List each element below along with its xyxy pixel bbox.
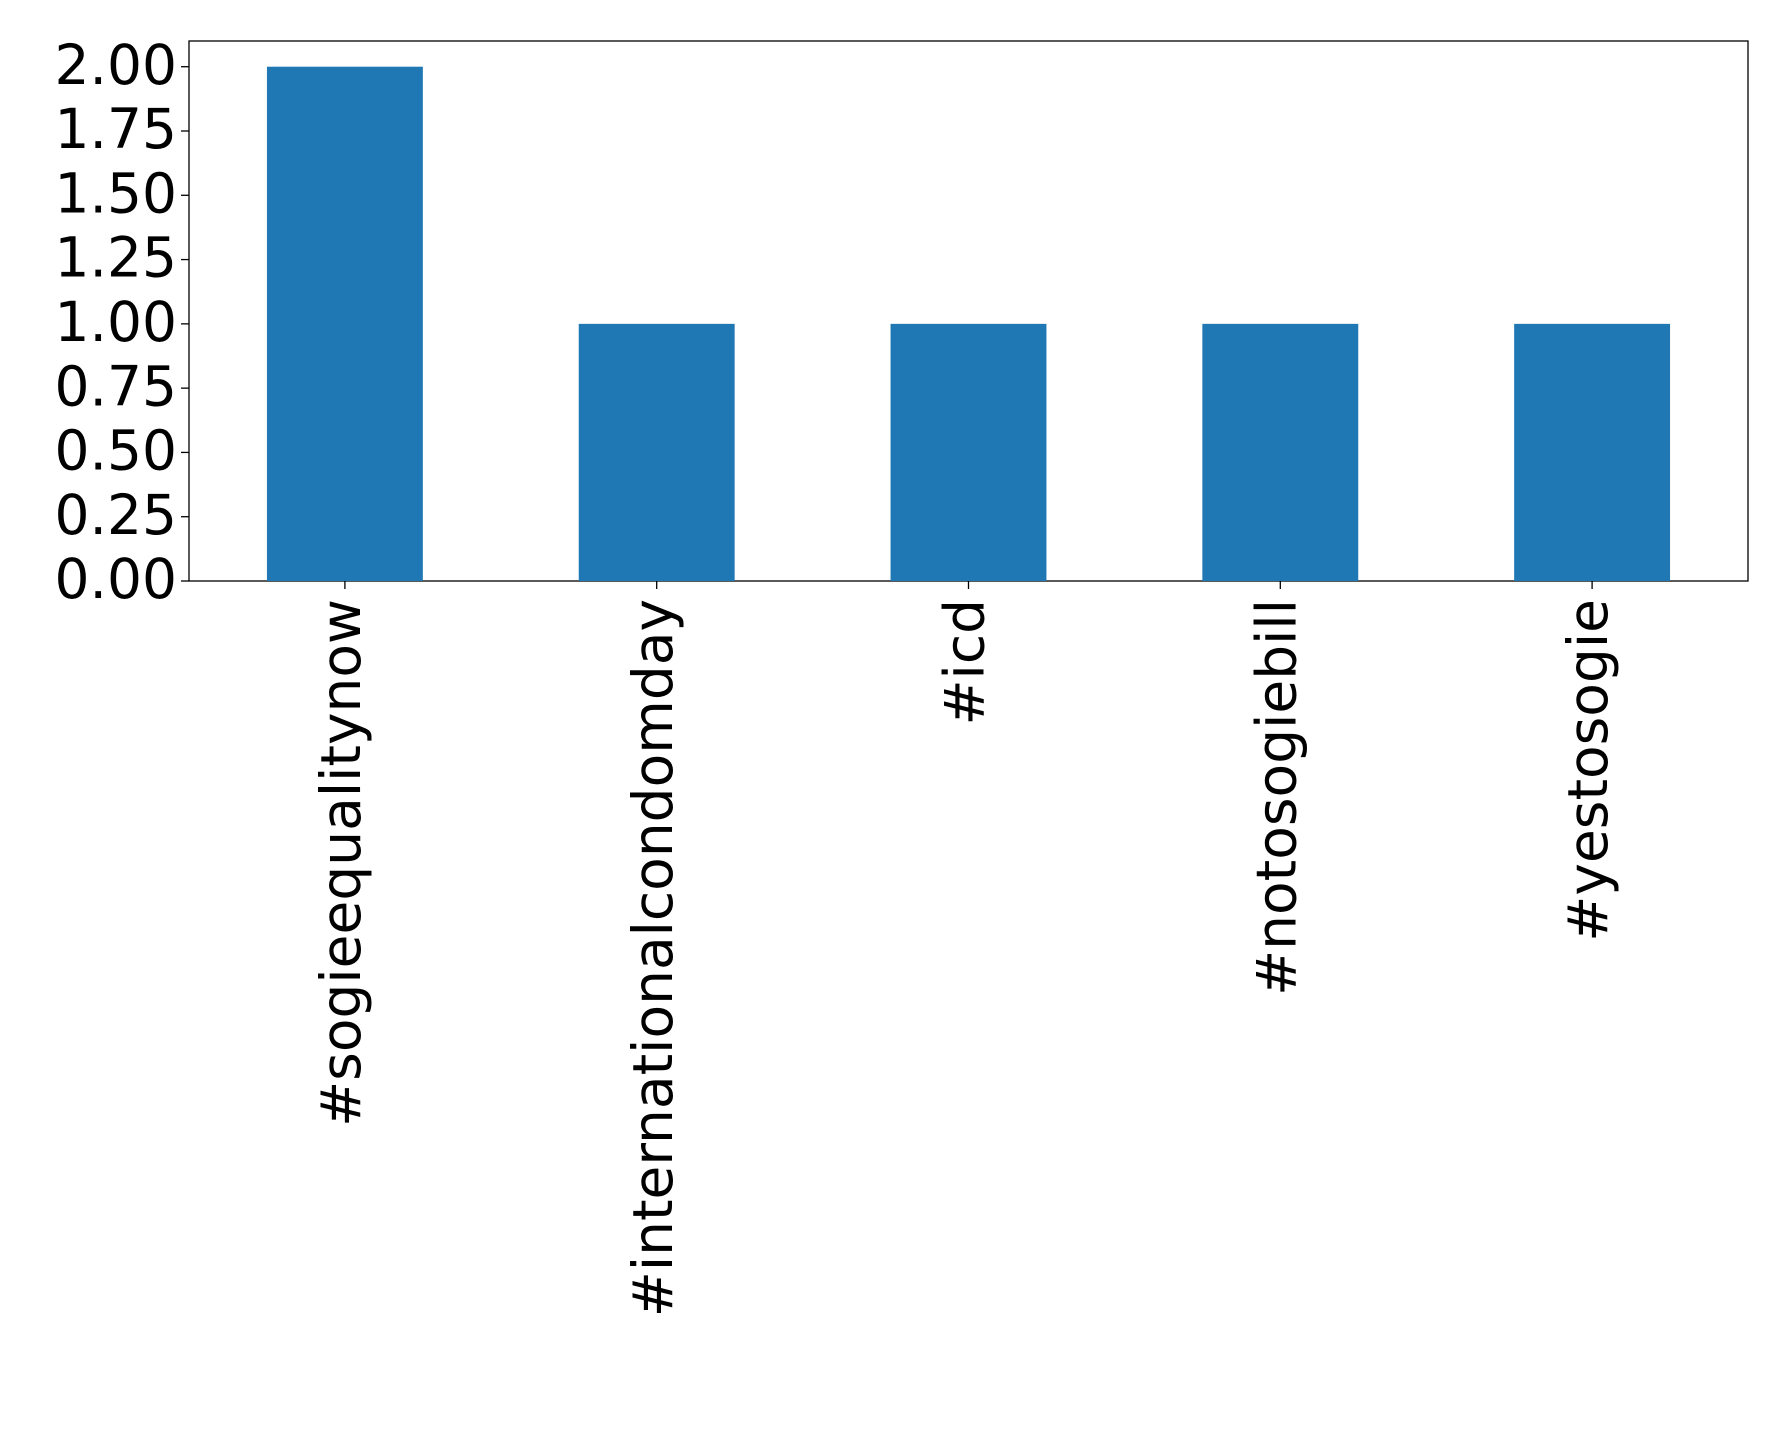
y-tick-label: 1.75 [55, 97, 177, 161]
x-tick-label: #sogieequalitynow [309, 599, 373, 1127]
bar [1514, 323, 1671, 581]
y-tick-label: 0.75 [55, 354, 177, 418]
bar [578, 323, 735, 581]
x-tick-label: #notosogiebill [1244, 599, 1308, 996]
y-tick-label: 0.00 [55, 547, 177, 611]
x-tick-label: #icd [933, 599, 997, 726]
y-tick-label: 1.25 [55, 226, 177, 290]
y-tick-label: 0.50 [55, 419, 177, 483]
x-tick-label: #yestosogie [1556, 599, 1620, 942]
y-tick-label: 1.50 [55, 161, 177, 225]
bar [1202, 323, 1359, 581]
bar [266, 66, 423, 581]
x-tick-label: #internationalcondomday [621, 599, 685, 1317]
bar [890, 323, 1047, 581]
y-tick-label: 0.25 [55, 483, 177, 547]
y-tick-label: 1.00 [55, 290, 177, 354]
y-tick-label: 2.00 [55, 33, 177, 97]
